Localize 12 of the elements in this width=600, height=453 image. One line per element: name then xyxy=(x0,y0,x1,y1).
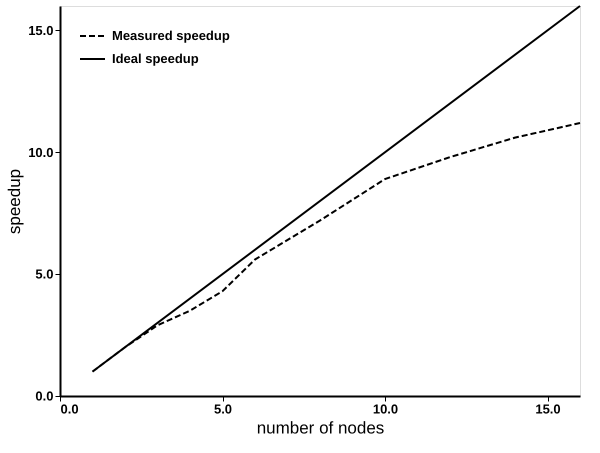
y-tick-label: 0.0 xyxy=(35,388,54,404)
x-tick-label: 15.0 xyxy=(535,402,561,416)
x-tick-label: 5.0 xyxy=(214,402,232,416)
legend-label: Ideal speedup xyxy=(112,51,199,66)
x-tick-label: 10.0 xyxy=(372,402,398,416)
y-tick-label: 5.0 xyxy=(35,266,54,282)
legend-label: Measured speedup xyxy=(112,28,230,43)
y-axis-title: speedup xyxy=(5,168,24,234)
x-tick-label: 0.0 xyxy=(60,402,79,416)
x-axis-title: number of nodes xyxy=(256,418,384,438)
y-tick-label: 15.0 xyxy=(28,22,54,38)
y-tick-label: 10.0 xyxy=(28,144,54,160)
